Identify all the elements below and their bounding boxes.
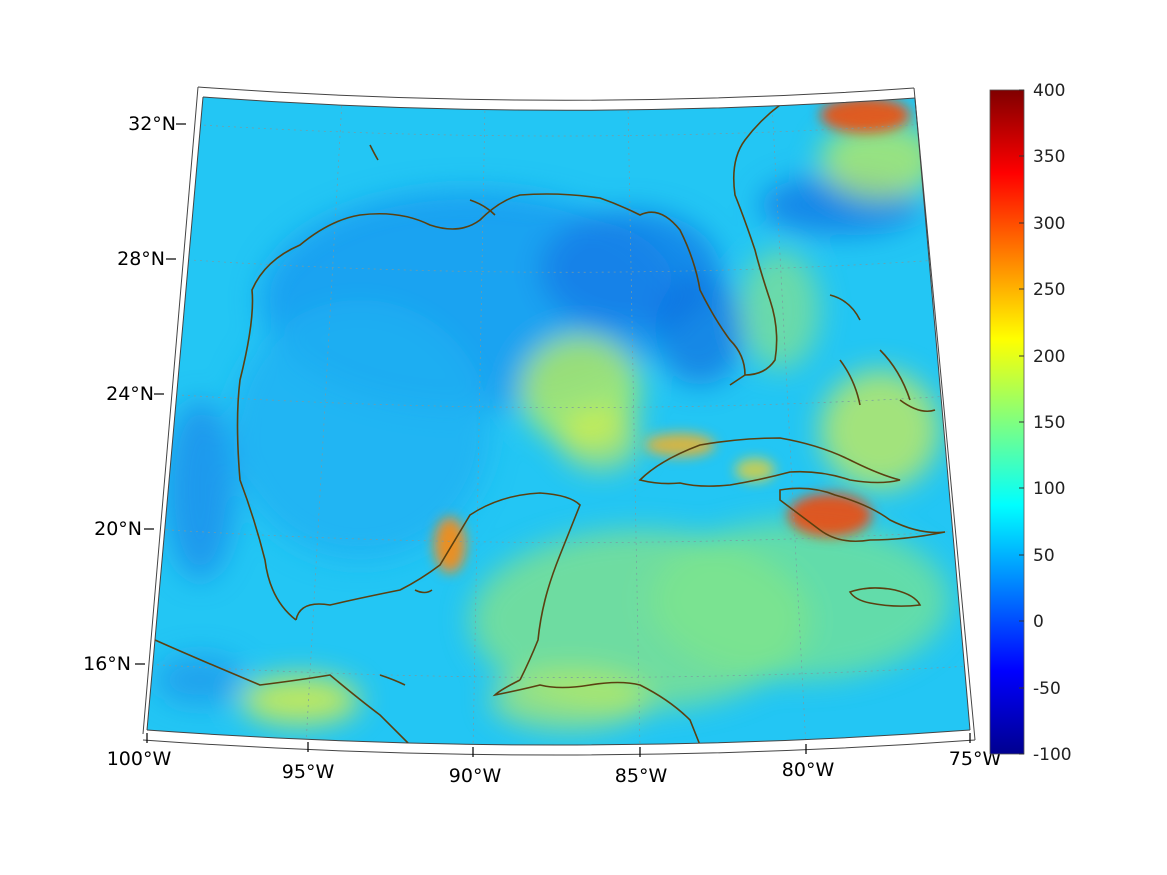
- lon-label: 85°W: [615, 765, 668, 787]
- lon-label: 75°W: [949, 748, 1002, 770]
- colorbar-label: 200: [1033, 347, 1065, 367]
- lon-label: 80°W: [782, 759, 835, 781]
- colorbar-label: 0: [1033, 612, 1044, 632]
- colorbar-label: 150: [1033, 413, 1065, 433]
- lon-label: 95°W: [282, 761, 335, 783]
- tick-marks: [135, 123, 971, 757]
- data-field: [147, 97, 970, 745]
- lon-label: 90°W: [449, 765, 502, 787]
- colorbar-gradient: [989, 89, 1025, 755]
- colorbar-label: 100: [1033, 479, 1065, 499]
- colorbar-label: 400: [1033, 81, 1065, 101]
- lon-label: 100°W: [107, 748, 172, 770]
- colorbar-label: -50: [1033, 679, 1061, 699]
- colorbar-label: 50: [1033, 546, 1055, 566]
- map-frame: [142, 86, 976, 756]
- lat-label: 16°N: [83, 653, 131, 675]
- coastlines: [154, 104, 946, 745]
- graticule: [147, 99, 970, 745]
- longitude-labels: 100°W 95°W 90°W 85°W 80°W 75°W: [107, 748, 1002, 787]
- colorbar-label: -100: [1033, 745, 1072, 765]
- colorbar-label: 350: [1033, 147, 1065, 167]
- colorbar-label: 250: [1033, 280, 1065, 300]
- lat-label: 28°N: [117, 248, 165, 270]
- lat-label: 32°N: [128, 113, 176, 135]
- lat-label: 20°N: [94, 518, 142, 540]
- colorbar: 400 350 300 250 200 150 100 50 0 -50 -10…: [989, 81, 1072, 765]
- lat-label: 24°N: [106, 383, 154, 405]
- latitude-labels: 32°N 28°N 24°N 20°N 16°N: [83, 113, 176, 675]
- colorbar-label: 300: [1033, 214, 1065, 234]
